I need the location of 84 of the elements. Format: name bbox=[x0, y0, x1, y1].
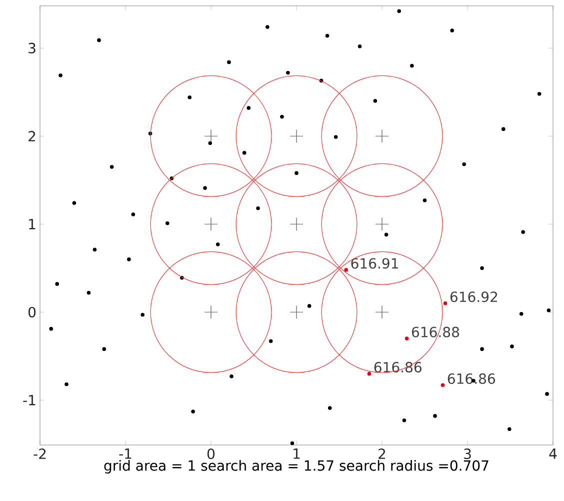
point bbox=[230, 374, 234, 378]
x-tick-label: 0 bbox=[207, 448, 215, 460]
point bbox=[203, 186, 207, 190]
point bbox=[537, 92, 542, 96]
x-tick-label: -2 bbox=[34, 448, 46, 459]
point bbox=[290, 441, 294, 446]
point bbox=[110, 165, 114, 169]
point bbox=[246, 106, 251, 110]
point bbox=[64, 382, 68, 386]
x-tick-label: 4 bbox=[549, 448, 557, 459]
annotation: 616.91 bbox=[351, 258, 398, 269]
point bbox=[216, 242, 220, 246]
point bbox=[242, 150, 246, 155]
point bbox=[328, 406, 332, 410]
point bbox=[334, 135, 338, 139]
point bbox=[508, 427, 512, 432]
y-tick-label: 0 bbox=[28, 306, 36, 318]
point bbox=[325, 34, 330, 38]
point bbox=[375, 129, 389, 143]
point bbox=[127, 257, 131, 262]
point bbox=[480, 347, 484, 351]
x-tick-label: -1 bbox=[119, 448, 132, 459]
point bbox=[131, 212, 136, 216]
point bbox=[358, 44, 362, 48]
point bbox=[502, 127, 506, 131]
point bbox=[204, 217, 218, 231]
point bbox=[402, 418, 406, 422]
point bbox=[480, 266, 484, 270]
point bbox=[286, 70, 290, 75]
point bbox=[140, 312, 145, 317]
point bbox=[307, 304, 312, 308]
point bbox=[373, 99, 378, 103]
point bbox=[208, 141, 212, 146]
point bbox=[367, 372, 372, 376]
annotation: 616.92 bbox=[450, 292, 498, 302]
point bbox=[227, 60, 231, 64]
point bbox=[191, 410, 195, 414]
point bbox=[344, 268, 348, 272]
point bbox=[410, 64, 414, 68]
point bbox=[97, 38, 101, 42]
x-tick-label: 1 bbox=[294, 448, 300, 459]
point bbox=[375, 305, 389, 319]
point bbox=[268, 339, 273, 344]
point bbox=[188, 95, 192, 100]
x-tick-label: 2 bbox=[378, 448, 386, 459]
y-tick-label: 3 bbox=[28, 42, 36, 54]
point bbox=[55, 282, 59, 286]
point bbox=[510, 344, 514, 348]
point bbox=[397, 9, 402, 14]
point bbox=[290, 217, 304, 231]
point bbox=[204, 305, 218, 319]
point bbox=[58, 73, 62, 78]
point bbox=[422, 198, 427, 202]
point bbox=[375, 217, 389, 231]
point bbox=[266, 25, 270, 29]
point bbox=[440, 383, 445, 388]
y-tick-label: -1 bbox=[23, 395, 36, 406]
point bbox=[290, 305, 304, 319]
y-tick-label: 1 bbox=[29, 219, 36, 230]
point bbox=[204, 129, 218, 143]
point bbox=[294, 171, 298, 175]
point bbox=[519, 312, 524, 316]
point bbox=[546, 308, 551, 312]
annotation: 616.86 bbox=[448, 373, 496, 384]
x-tick-label: 3 bbox=[464, 448, 471, 460]
point bbox=[72, 201, 76, 205]
point bbox=[443, 301, 448, 306]
point bbox=[433, 414, 437, 418]
point bbox=[86, 290, 91, 295]
point bbox=[404, 336, 409, 340]
point bbox=[290, 129, 304, 143]
point bbox=[280, 114, 284, 119]
point bbox=[384, 232, 388, 237]
point bbox=[545, 392, 549, 396]
point bbox=[450, 28, 454, 32]
point bbox=[165, 221, 170, 226]
y-tick-label: 2 bbox=[28, 130, 36, 142]
point bbox=[49, 326, 54, 331]
point bbox=[256, 206, 260, 210]
x-axis-title: grid area = 1 search area = 1.57 search radius =0.707 bbox=[104, 460, 488, 474]
point bbox=[102, 347, 106, 351]
point bbox=[92, 248, 97, 252]
point bbox=[462, 162, 466, 166]
point bbox=[521, 230, 525, 234]
